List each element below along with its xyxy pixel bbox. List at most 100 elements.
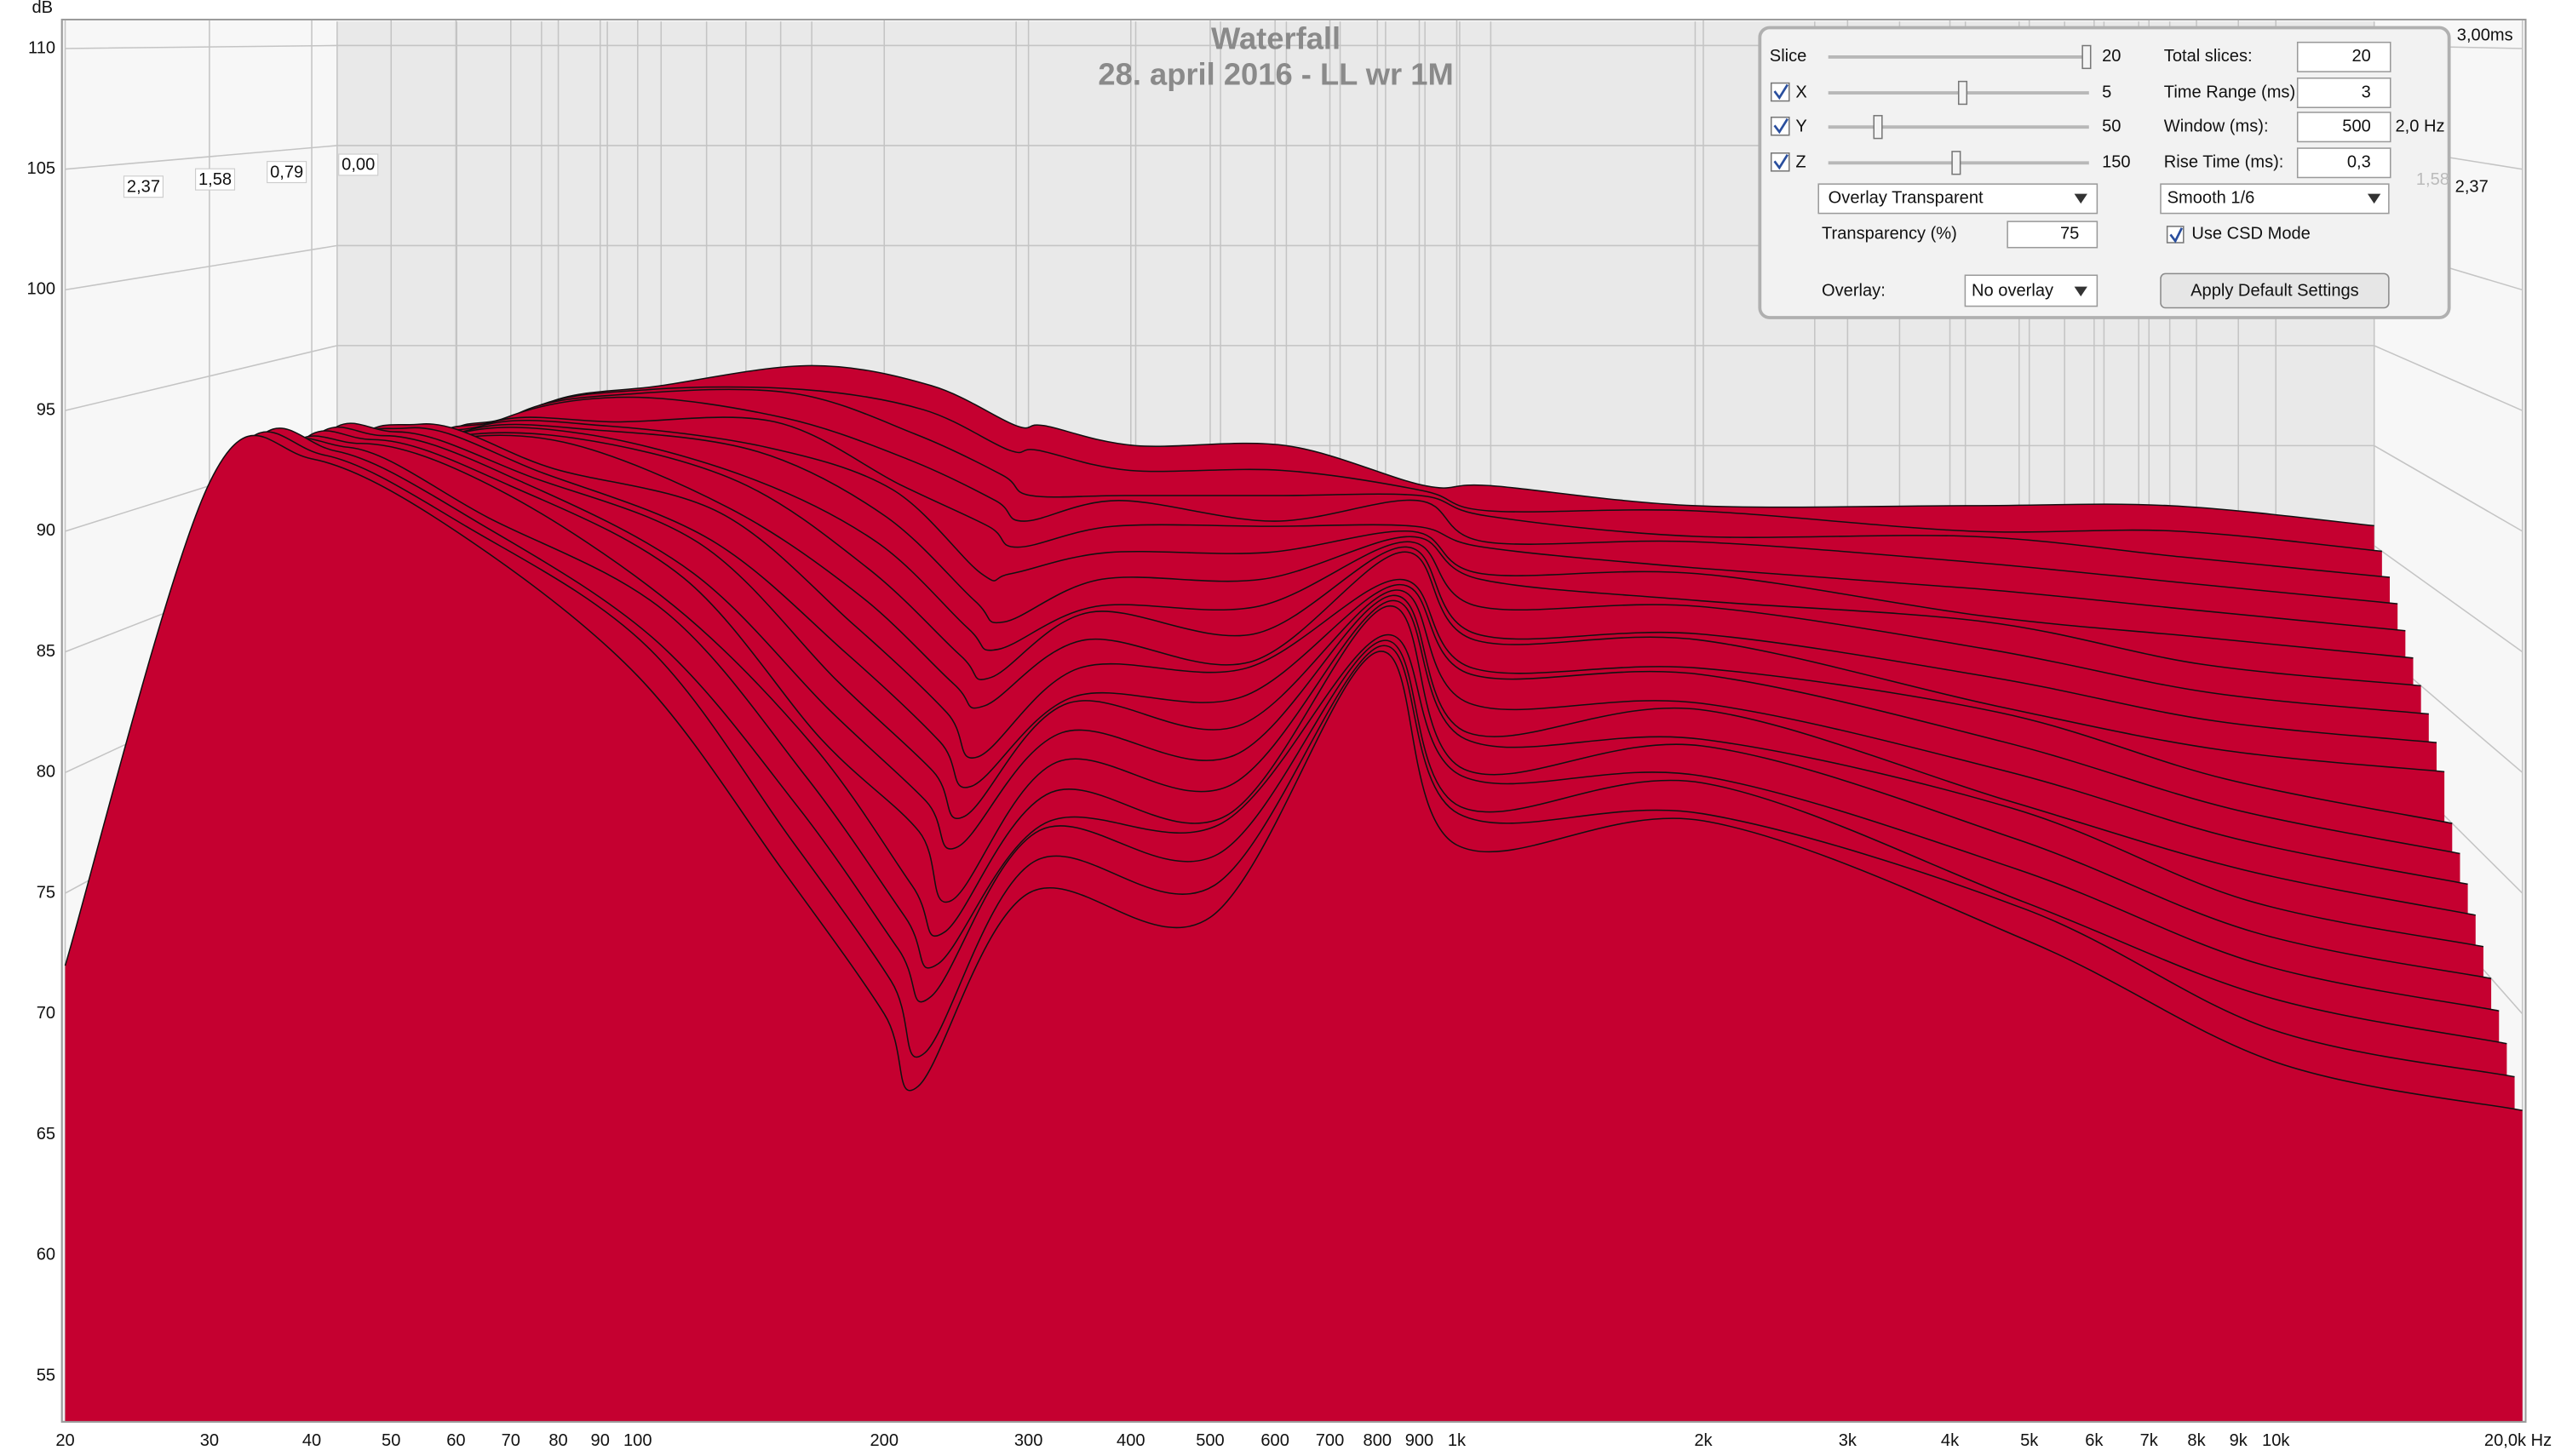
window-field[interactable] <box>2296 112 2391 143</box>
slice-area <box>65 435 2523 1422</box>
slice-line <box>193 423 2453 913</box>
x-tick-label: 9k <box>2230 1431 2248 1450</box>
time-range-label: Time Range (ms): <box>2164 83 2300 101</box>
total-slices-value: 20 <box>2351 47 2370 66</box>
transparency-label: Transparency (%) <box>1822 225 1957 244</box>
x-tick-label: 2k <box>1694 1431 1713 1450</box>
x-tick-label: 8k <box>2187 1431 2206 1450</box>
slice-line <box>135 430 2484 948</box>
z-tick-label: 1,58 <box>2416 170 2449 189</box>
transparency-spinbox[interactable] <box>2007 221 2099 249</box>
z-tick-label: 2,37 <box>2455 177 2489 196</box>
z-tick-label: 0,00 <box>342 156 375 175</box>
z-slider[interactable] <box>1951 151 1961 175</box>
check-mark <box>1773 118 1788 135</box>
x-tick-label: 3k <box>1839 1431 1857 1450</box>
y-tick-label: 70 <box>37 1004 55 1023</box>
x-tick-label: 7k <box>2140 1431 2159 1450</box>
x-tick-label: 20 <box>55 1431 74 1450</box>
slice-line <box>250 423 2421 878</box>
slice-label: Slice <box>1770 47 1807 66</box>
slice-line <box>265 419 2414 869</box>
slice-line <box>107 437 2500 1012</box>
z-tick-box <box>267 161 307 184</box>
x-tick-label: 60 <box>446 1431 465 1450</box>
slice-line <box>164 422 2468 930</box>
window-value: 500 <box>2342 117 2371 135</box>
rise-time-value: 0,3 <box>2347 153 2371 172</box>
z-tick-box <box>123 175 164 198</box>
time-range-field[interactable] <box>2296 77 2391 109</box>
x-tick-label: 500 <box>1196 1431 1225 1450</box>
x-value: 5 <box>2102 83 2111 101</box>
z-tick-label: 0,79 <box>270 163 303 181</box>
x-tick-label: 40 <box>302 1431 321 1450</box>
slice-line <box>78 431 2515 1078</box>
y-tick-label: 95 <box>37 400 55 419</box>
z-tick-label: 2,37 <box>127 177 160 196</box>
apply-default-label: Apply Default Settings <box>2190 282 2359 301</box>
smoothing-dropdown[interactable] <box>2160 183 2390 215</box>
slice-value: 20 <box>2102 47 2121 66</box>
controls-panel: Slice 20 X 5 Y 50 Z 150 Overlay Transpar… <box>1758 26 2451 319</box>
x-tick-label: 900 <box>1405 1431 1434 1450</box>
y-tick-label: 75 <box>37 883 55 902</box>
slice-line <box>122 435 2492 979</box>
y-slider[interactable] <box>1873 115 1883 140</box>
x-tick-label: 80 <box>548 1431 567 1450</box>
rise-time-field[interactable] <box>2296 147 2391 179</box>
chart-subtitle: 28. april 2016 - LL wr 1M <box>1098 56 1453 91</box>
check-mark <box>1773 154 1788 170</box>
csd-label: Use CSD Mode <box>2191 225 2311 244</box>
plot <box>60 18 2527 1423</box>
y-tick-label: 80 <box>37 763 55 782</box>
overlay-dropdown[interactable] <box>1964 274 2099 307</box>
slice-line <box>293 396 2398 873</box>
x-tick-label: 300 <box>1014 1431 1043 1450</box>
time-range-value: 3 <box>2362 83 2371 101</box>
x-tick-label: 600 <box>1260 1431 1289 1450</box>
z-tick-label: 1,58 <box>198 170 232 189</box>
overlay-label: Overlay: <box>1822 282 1886 301</box>
x-tick-label: 200 <box>870 1431 899 1450</box>
smoothing-value: Smooth 1/6 <box>2167 189 2255 208</box>
apply-default-button[interactable] <box>2160 272 2390 309</box>
x-tick-label: 100 <box>623 1431 652 1450</box>
dropdown-arrow <box>2074 286 2087 297</box>
total-slices-field[interactable] <box>2296 41 2391 72</box>
slice-line <box>150 426 2476 938</box>
overlay-value: No overlay <box>1972 282 2053 301</box>
slice-line <box>179 427 2460 921</box>
x-tick-label: 90 <box>591 1431 610 1450</box>
slice-slider[interactable] <box>2081 44 2092 70</box>
x-tick-label: 6k <box>2085 1431 2104 1450</box>
y-label: Y <box>1795 117 1806 135</box>
panel-frame <box>1758 26 2451 319</box>
view-mode-value: Overlay Transparent <box>1829 189 1984 208</box>
z-value: 150 <box>2102 153 2131 172</box>
z-tick-box <box>338 153 379 176</box>
z-tick-label: 3,00ms <box>2457 26 2513 44</box>
total-slices-label: Total slices: <box>2164 47 2253 66</box>
x-tick-label: 4k <box>1941 1431 1960 1450</box>
x-tick-label: 800 <box>1364 1431 1392 1450</box>
x-slider[interactable] <box>1957 80 1968 106</box>
slice-line <box>278 416 2406 882</box>
check-mark <box>2169 227 2184 244</box>
view-mode-dropdown[interactable] <box>1817 183 2099 215</box>
y-tick-label: 110 <box>28 38 55 57</box>
y-tick-label: 55 <box>37 1366 55 1384</box>
y-tick-label: 60 <box>37 1246 55 1264</box>
y-tick-label: 90 <box>37 521 55 540</box>
window-label: Window (ms): <box>2164 117 2269 135</box>
x-tick-label: 50 <box>382 1431 400 1450</box>
plot-frame <box>60 18 2527 1423</box>
x-label: X <box>1795 83 1806 101</box>
chart-title: Waterfall <box>1211 20 1341 55</box>
x-tick-label: 700 <box>1316 1431 1345 1450</box>
grid-line <box>65 444 2523 532</box>
x-tick-label: 20,0k Hz <box>2484 1431 2552 1450</box>
y-value: 50 <box>2102 117 2121 135</box>
slice-line <box>64 434 2523 1111</box>
